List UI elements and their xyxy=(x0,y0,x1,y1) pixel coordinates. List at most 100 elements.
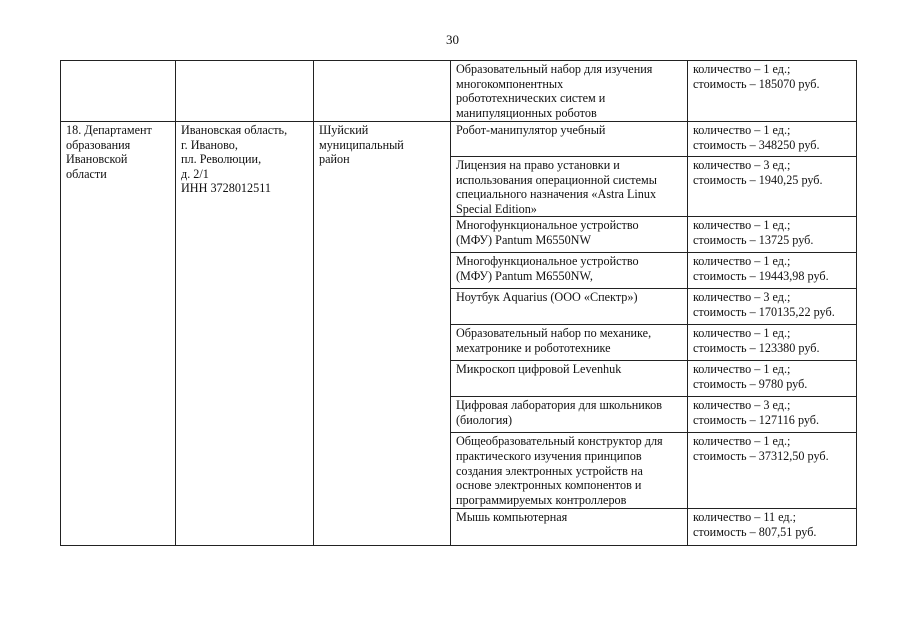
table-row: Образовательный набор для изучения многок… xyxy=(60,60,857,122)
table-row: Мышь компьютерная количество – 11 ед.; сто… xyxy=(61,508,857,547)
text-line: Шуйский xyxy=(319,123,369,137)
organization-name-cell: 18. Департамент образования Ивановской обла… xyxy=(60,120,176,547)
text-line: программируемых контроллеров xyxy=(456,492,627,507)
quantity-cost-cell: количество – 1 ед.; стоимость – 185070 ру… xyxy=(687,60,857,122)
table-row: Образовательный набор по механике, мехатр… xyxy=(61,324,857,362)
quantity-text: количество – 11 ед.; xyxy=(693,510,797,525)
quantity-cost-cell: количество – 1 ед.; стоимость – 13725 руб… xyxy=(687,216,857,254)
quantity-text: количество – 1 ед.; xyxy=(693,326,791,341)
item-name-cell: Многофункциональное устройство (МФУ) Pant… xyxy=(450,252,688,290)
item-name-cell: Робот-манипулятор учебный xyxy=(450,121,688,157)
item-name-cell: Цифровая лаборатория для школьников (биол… xyxy=(450,396,688,434)
table-row: 18. Департамент образования Ивановской обла… xyxy=(60,120,857,547)
cost-text: стоимость – 1940,25 руб. xyxy=(693,172,823,187)
quantity-text: количество – 1 ед.; xyxy=(693,62,791,76)
quantity-cost-cell: количество – 1 ед.; стоимость – 348250 ру… xyxy=(687,121,857,157)
text-line: использования операционной системы xyxy=(456,172,657,187)
item-name-cell: Многофункциональное устройство (МФУ) Pant… xyxy=(450,216,688,254)
text-line: ИНН 3728012511 xyxy=(181,181,271,196)
cost-text: стоимость – 37312,50 руб. xyxy=(693,448,829,463)
text-line: г. Иваново, xyxy=(181,137,238,152)
table-row: Общеобразовательный конструктор для практ… xyxy=(61,432,857,510)
item-name-cell: Лицензия на право установки и использован… xyxy=(450,155,688,218)
quantity-cost-cell: количество – 3 ед.; стоимость – 170135,22… xyxy=(687,288,857,326)
quantity-cost-cell: количество – 3 ед.; стоимость – 127116 ру… xyxy=(687,396,857,434)
item-name-cell: Общеобразовательный конструктор для практ… xyxy=(450,432,688,510)
text-line: Ивановской xyxy=(66,152,128,167)
item-name-cell: Микроскоп цифровой Levenhuk xyxy=(450,360,688,398)
district-cell: Шуйский муниципальный район xyxy=(313,120,451,547)
text-line: Многофункциональное устройство xyxy=(456,218,639,233)
quantity-text: количество – 3 ед.; xyxy=(693,398,791,413)
quantity-cost-cell: количество – 1 ед.; стоимость – 19443,98 … xyxy=(687,252,857,290)
table-row: Многофункциональное устройство (МФУ) Pant… xyxy=(61,216,857,254)
text-line: муниципальный xyxy=(319,137,404,152)
table-row: Лицензия на право установки и использован… xyxy=(61,155,857,218)
text-line: (биология) xyxy=(456,412,513,427)
cost-text: стоимость – 348250 руб. xyxy=(693,137,820,152)
text-line: создания электронных устройств на xyxy=(456,463,643,478)
text-line: Ноутбук Aquarius (ООО «Спектр») xyxy=(456,290,638,305)
empty-cell xyxy=(60,60,176,122)
text-line: основе электронных компонентов и xyxy=(456,478,642,493)
text-line: Лицензия на право установки и xyxy=(456,158,620,172)
text-line: манипуляционных роботов xyxy=(456,105,597,120)
cost-text: стоимость – 185070 руб. xyxy=(693,76,820,91)
quantity-text: количество – 1 ед.; xyxy=(693,434,791,449)
text-line: практического изучения принципов xyxy=(456,448,642,463)
text-line: Многофункциональное устройство xyxy=(456,254,639,269)
quantity-text: количество – 1 ед.; xyxy=(693,362,791,377)
cost-text: стоимость – 807,51 руб. xyxy=(693,524,817,539)
text-line: области xyxy=(66,166,107,181)
table-row: Микроскоп цифровой Levenhuk количество – … xyxy=(61,360,857,398)
text-line: 18. Департамент xyxy=(66,123,152,137)
cost-text: стоимость – 13725 руб. xyxy=(693,232,814,247)
item-name-cell: Мышь компьютерная xyxy=(450,508,688,547)
text-line: специального назначения «Astra Linux xyxy=(456,187,657,202)
item-name-cell: Образовательный набор для изучения многок… xyxy=(450,60,688,122)
cost-text: стоимость – 123380 руб. xyxy=(693,340,820,355)
table-row: Многофункциональное устройство (МФУ) Pant… xyxy=(61,252,857,290)
text-line: Special Edition» xyxy=(456,201,537,216)
text-line: район xyxy=(319,152,350,167)
quantity-cost-cell: количество – 1 ед.; стоимость – 9780 руб. xyxy=(687,360,857,398)
table-row: Цифровая лаборатория для школьников (биол… xyxy=(61,396,857,434)
text-line: Микроскоп цифровой Levenhuk xyxy=(456,362,622,377)
text-line: мехатронике и робототехнике xyxy=(456,340,611,355)
text-line: робототехнических систем и xyxy=(456,91,606,106)
quantity-cost-cell: количество – 1 ед.; стоимость – 37312,50 … xyxy=(687,432,857,510)
text-line: образования xyxy=(66,137,131,152)
empty-cell xyxy=(313,60,451,122)
empty-cell xyxy=(175,60,314,122)
text-line: Общеобразовательный конструктор для xyxy=(456,434,663,449)
item-name-cell: Ноутбук Aquarius (ООО «Спектр») xyxy=(450,288,688,326)
text-line: Образовательный набор по механике, xyxy=(456,326,652,341)
text-line: Ивановская область, xyxy=(181,123,288,137)
cost-text: стоимость – 127116 руб. xyxy=(693,412,820,427)
text-line: д. 2/1 xyxy=(181,166,209,181)
text-line: (МФУ) Pantum M6550NW xyxy=(456,232,591,247)
quantity-cost-cell: количество – 1 ед.; стоимость – 123380 ру… xyxy=(687,324,857,362)
cost-text: стоимость – 170135,22 руб. xyxy=(693,304,835,319)
quantity-cost-cell: количество – 3 ед.; стоимость – 1940,25 р… xyxy=(687,155,857,218)
address-cell: Ивановская область, г. Иваново, пл. Револю… xyxy=(175,120,314,547)
text-line: многокомпонентных xyxy=(456,76,564,91)
table-row: Ноутбук Aquarius (ООО «Спектр») количеств… xyxy=(61,288,857,326)
equipment-table: Образовательный набор для изучения многок… xyxy=(60,60,857,547)
text-line: (МФУ) Pantum M6550NW, xyxy=(456,268,593,283)
page-number: 30 xyxy=(446,32,459,47)
cost-text: стоимость – 19443,98 руб. xyxy=(693,268,829,283)
text-line: Цифровая лаборатория для школьников xyxy=(456,398,662,413)
quantity-text: количество – 3 ед.; xyxy=(693,290,791,305)
quantity-text: количество – 1 ед.; xyxy=(693,218,791,233)
text-line: Робот-манипулятор учебный xyxy=(456,123,606,137)
cost-text: стоимость – 9780 руб. xyxy=(693,376,808,391)
quantity-text: количество – 1 ед.; xyxy=(693,254,791,269)
item-name-cell: Образовательный набор по механике, мехатр… xyxy=(450,324,688,362)
quantity-text: количество – 1 ед.; xyxy=(693,123,791,137)
text-line: пл. Революции, xyxy=(181,152,262,167)
text-line: Образовательный набор для изучения xyxy=(456,62,653,76)
text-line: Мышь компьютерная xyxy=(456,510,568,525)
quantity-cost-cell: количество – 11 ед.; стоимость – 807,51 р… xyxy=(687,508,857,547)
quantity-text: количество – 3 ед.; xyxy=(693,158,791,172)
